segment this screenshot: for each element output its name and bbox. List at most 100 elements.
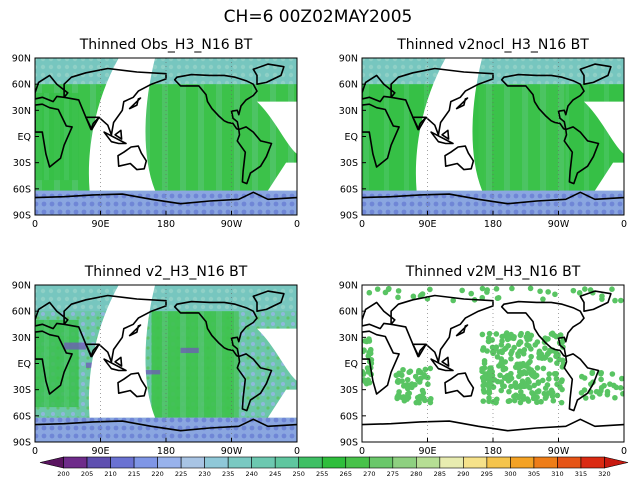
data-point	[544, 351, 551, 358]
colorbar-label: 280	[410, 470, 422, 478]
data-point	[551, 371, 558, 377]
coastline	[85, 343, 100, 358]
data-point	[542, 385, 549, 391]
data-point	[506, 398, 513, 404]
lon-label: 0	[32, 219, 38, 230]
coastline	[444, 145, 475, 171]
lat-label: 60N	[339, 307, 358, 318]
coastline	[455, 97, 469, 110]
colorbar-label: 230	[198, 470, 210, 478]
lat-label: 60S	[13, 184, 31, 195]
lon-label: 0	[621, 219, 627, 230]
data-point	[598, 376, 604, 383]
colorbar-label: 220	[151, 470, 163, 478]
data-patch	[144, 370, 161, 375]
coastline	[35, 103, 73, 168]
data-point	[480, 398, 487, 404]
data-point	[427, 365, 434, 372]
data-point	[576, 290, 583, 296]
data-point	[404, 385, 411, 392]
coastline	[252, 63, 285, 85]
coastline	[252, 290, 285, 312]
data-point	[620, 390, 624, 397]
coastline	[35, 191, 297, 205]
data-point	[486, 389, 492, 396]
data-point	[484, 287, 491, 293]
data-point	[422, 366, 429, 373]
data-point	[558, 399, 565, 406]
lat-label: 60S	[340, 184, 358, 195]
colorbar-segment	[110, 456, 135, 469]
coastline	[563, 126, 600, 185]
data-point	[422, 397, 428, 404]
colorbar-label: 215	[128, 470, 140, 478]
data-point	[534, 399, 540, 406]
data-point	[520, 393, 527, 400]
data-point	[517, 339, 524, 346]
lon-label: 90W	[221, 219, 243, 230]
data-point	[531, 382, 537, 389]
panel-v2: Thinned v2_H3_N16 BT 90N 60N 30N EQ 30S 60S 90S…	[12, 264, 300, 457]
data-swath	[362, 92, 406, 181]
data-point	[362, 347, 367, 353]
colorbar-segment	[510, 456, 535, 469]
lon-label: 0	[294, 219, 300, 230]
data-point	[609, 371, 616, 377]
coastline	[236, 353, 273, 412]
data-point	[604, 391, 611, 398]
data-point	[480, 345, 487, 351]
colorbar-label: 250	[293, 470, 305, 478]
data-point	[419, 291, 426, 297]
data-point	[415, 369, 422, 376]
colorbar-label: 290	[457, 470, 469, 478]
coastline	[362, 74, 396, 103]
data-point	[480, 378, 487, 384]
data-point	[528, 353, 534, 360]
colorbar-segment	[157, 456, 182, 469]
data-point	[545, 376, 552, 382]
data-point	[527, 285, 534, 292]
coastline	[455, 324, 469, 337]
data-point	[517, 399, 524, 406]
coastline	[444, 372, 475, 398]
lon-label: 90W	[548, 446, 570, 457]
lon-label: 180	[484, 219, 502, 230]
panel-obs: Thinned Obs_H3_N16 BT 90N 60N 30N EQ 30S 60S 90…	[12, 37, 300, 230]
data-point	[481, 360, 488, 367]
data-point	[459, 287, 465, 294]
data-point	[503, 330, 510, 336]
data-point	[481, 365, 488, 371]
data-point	[479, 285, 486, 292]
figure-title: CH=6 00Z02MAY2005	[224, 7, 413, 27]
data-point	[558, 378, 565, 385]
data-point	[540, 296, 546, 302]
coastline	[117, 145, 148, 171]
panel-title: Thinned v2M_H3_N16 BT	[405, 264, 581, 280]
colorbar-segment	[274, 456, 300, 469]
data-point	[537, 288, 543, 295]
lon-label: 90W	[548, 219, 570, 230]
data-point	[395, 294, 401, 301]
colorbar-label: 305	[528, 470, 540, 478]
data-point	[524, 396, 531, 402]
data-point	[599, 293, 605, 299]
coastline	[103, 358, 127, 372]
lon-label: 0	[294, 446, 300, 457]
data-point	[413, 399, 420, 406]
lat-label: 30S	[13, 385, 31, 396]
data-point	[498, 356, 505, 362]
colorbar-label: 300	[504, 470, 516, 478]
data-point	[427, 397, 433, 403]
data-point	[399, 394, 406, 401]
data-point	[542, 345, 548, 351]
data-point	[367, 348, 374, 354]
colorbar-segment	[227, 456, 252, 469]
data-patch	[64, 342, 86, 350]
coastline	[362, 301, 396, 330]
lon-label: 0	[621, 446, 627, 457]
coastline	[362, 418, 624, 432]
data-point	[557, 332, 564, 338]
data-point	[559, 357, 566, 364]
data-point	[506, 388, 512, 395]
